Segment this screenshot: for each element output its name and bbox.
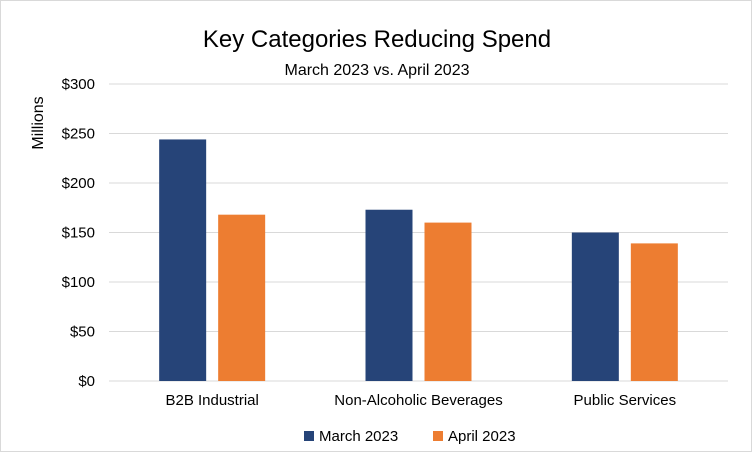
legend: March 2023 April 2023 — [304, 428, 516, 445]
y-tick-label: $0 — [78, 373, 95, 390]
chart-title: Key Categories Reducing Spend — [203, 26, 551, 53]
bar-1-2 — [630, 243, 678, 381]
y-tick-label: $250 — [62, 126, 95, 143]
y-axis-label: Millions — [30, 96, 47, 149]
y-tick-label: $300 — [62, 76, 95, 93]
x-category-label: Public Services — [574, 392, 677, 409]
bar-1-0 — [218, 214, 266, 381]
legend-swatch — [304, 431, 314, 441]
chart-subtitle: March 2023 vs. April 2023 — [285, 62, 470, 79]
x-axis-categories: B2B Industrial Non-Alcoholic Beverages Pub… — [165, 392, 676, 409]
bar-0-0 — [159, 139, 207, 381]
x-category-label: Non-Alcoholic Beverages — [334, 392, 502, 409]
legend-label: March 2023 — [319, 428, 398, 445]
legend-swatch — [433, 431, 443, 441]
y-axis-ticks: $0 $50 $100 $150 $200 $250 $300 — [62, 76, 95, 390]
y-tick-label: $100 — [62, 274, 95, 291]
y-tick-label: $200 — [62, 175, 95, 192]
y-tick-label: $50 — [70, 324, 95, 341]
bar-0-2 — [571, 232, 619, 381]
bar-0-1 — [365, 209, 413, 381]
y-tick-label: $150 — [62, 225, 95, 242]
gridlines — [109, 83, 728, 382]
legend-label: April 2023 — [448, 428, 516, 445]
x-category-label: B2B Industrial — [165, 392, 258, 409]
bars — [159, 139, 678, 381]
bar-1-1 — [424, 222, 472, 381]
